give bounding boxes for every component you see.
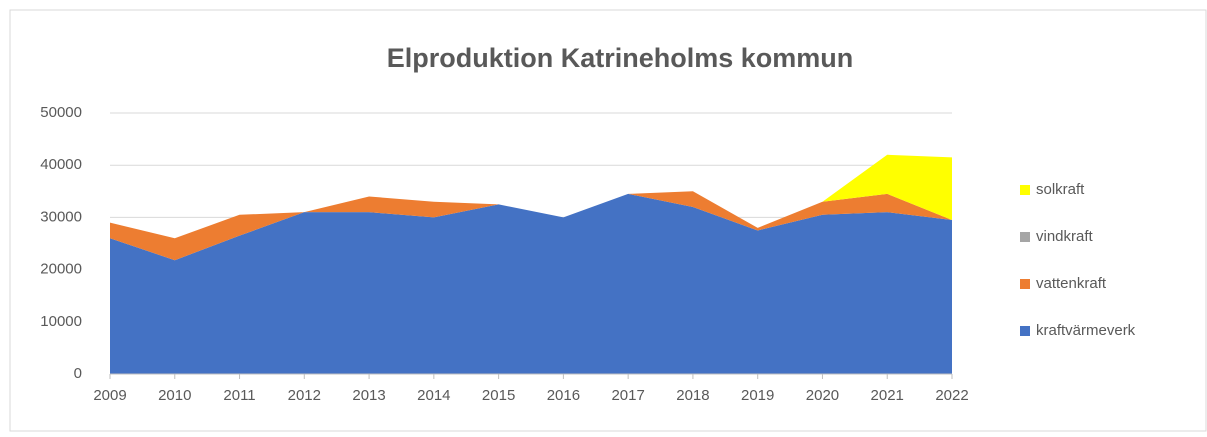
legend-swatch	[1020, 185, 1030, 195]
legend-label: kraftvärmeverk	[1036, 322, 1136, 339]
legend-swatch	[1020, 326, 1030, 336]
x-tick-label: 2012	[288, 387, 321, 404]
y-tick-label: 20000	[40, 261, 82, 278]
area	[110, 191, 952, 261]
x-tick-label: 2018	[676, 387, 709, 404]
legend-swatch	[1020, 232, 1030, 242]
legend-label: vindkraft	[1036, 228, 1094, 245]
x-tick-label: 2015	[482, 387, 515, 404]
x-tick-label: 2014	[417, 387, 450, 404]
area	[110, 193, 952, 374]
x-tick-label: 2009	[93, 387, 126, 404]
y-tick-label: 40000	[40, 156, 82, 173]
x-tick-label: 2022	[935, 387, 968, 404]
y-tick-label: 0	[74, 365, 82, 382]
legend-swatch	[1020, 279, 1030, 289]
x-tick-label: 2017	[611, 387, 644, 404]
y-tick-label: 50000	[40, 104, 82, 121]
legend-label: vattenkraft	[1036, 275, 1107, 292]
x-tick-label: 2016	[547, 387, 580, 404]
x-tick-label: 2021	[871, 387, 904, 404]
legend-label: solkraft	[1036, 181, 1085, 198]
x-tick-label: 2019	[741, 387, 774, 404]
y-tick-label: 10000	[40, 313, 82, 330]
y-tick-label: 30000	[40, 208, 82, 225]
x-tick-label: 2010	[158, 387, 191, 404]
x-tick-label: 2020	[806, 387, 839, 404]
x-tick-label: 2011	[223, 387, 255, 404]
x-tick-label: 2013	[352, 387, 385, 404]
chart-title: Elproduktion Katrineholms kommun	[387, 43, 854, 73]
